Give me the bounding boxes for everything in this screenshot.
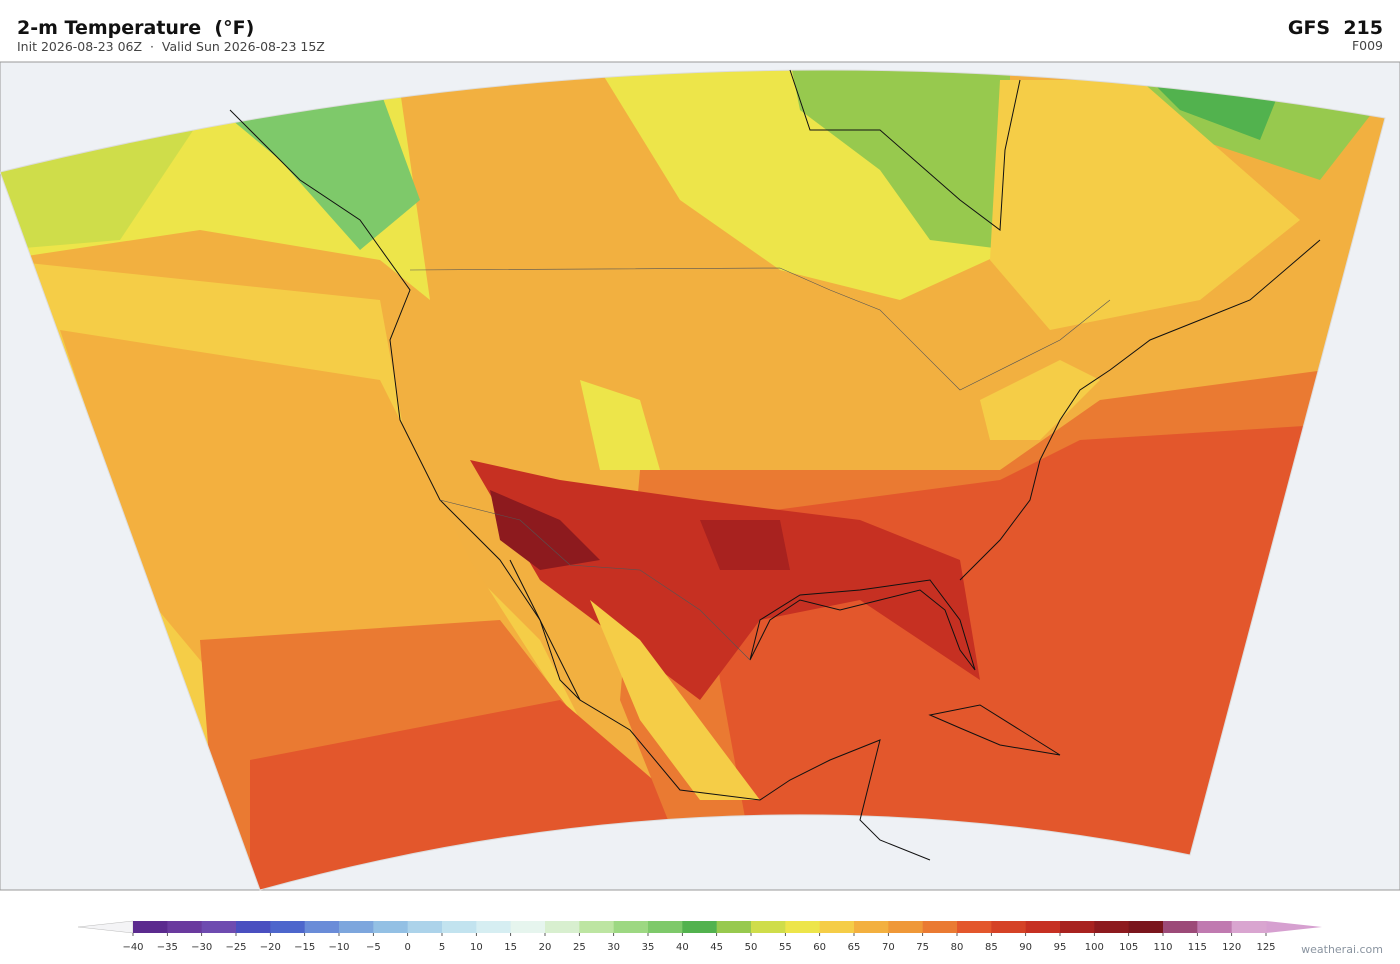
border — [409, 267, 1111, 391]
colorbar-tick-label: 20 — [539, 942, 552, 953]
coastlines — [229, 69, 1321, 861]
colorbar-segment — [373, 921, 409, 933]
colorbar-segment — [1094, 921, 1130, 933]
colorbar-tick-label: 35 — [642, 942, 655, 953]
colorbar-segment — [613, 921, 649, 933]
colorbar-tick-label: 115 — [1188, 942, 1207, 953]
field-region — [220, 90, 420, 250]
credit: weatherai.com — [1301, 943, 1383, 956]
colorbar-segment — [510, 921, 546, 933]
colorbar-segment — [716, 921, 752, 933]
colorbar-segment — [133, 921, 168, 933]
field-region — [790, 69, 1010, 250]
colorbar-tick-label: 5 — [439, 942, 445, 953]
coastline — [789, 69, 1021, 231]
colorbar-tick-label: −40 — [122, 942, 143, 953]
colorbar-tick-label: 30 — [607, 942, 620, 953]
field-region — [980, 360, 1100, 440]
colorbar-tick-label: 80 — [951, 942, 964, 953]
colorbar-tick-label: 60 — [813, 942, 826, 953]
domain-outline — [0, 69, 1386, 891]
colorbar-segment — [1128, 921, 1164, 933]
forecast-hour: F009 — [1352, 38, 1383, 53]
colorbar-tick-label: 90 — [1019, 942, 1032, 953]
colorbar-tick-label: 40 — [676, 942, 689, 953]
colorbar-tick-label: 55 — [779, 942, 792, 953]
colorbar-tick-label: 85 — [985, 942, 998, 953]
colorbar-over — [1266, 921, 1322, 933]
colorbar-under — [77, 920, 134, 934]
colorbar-tick-label: −30 — [191, 942, 212, 953]
colorbar-segment — [991, 921, 1027, 933]
field-region — [490, 490, 600, 570]
colorbar-segment — [1025, 921, 1061, 933]
coastline — [928, 704, 1061, 756]
colorbar-tick-label: 65 — [848, 942, 861, 953]
field-region — [990, 80, 1300, 330]
borders — [409, 267, 1111, 661]
colorbar-segment — [270, 921, 306, 933]
colorbar-segment — [1231, 921, 1267, 933]
colorbar-segment — [442, 921, 477, 933]
colorbar-segment — [819, 921, 855, 933]
colorbar-tick-label: 105 — [1119, 942, 1138, 953]
colorbar-tick-label: 110 — [1153, 942, 1172, 953]
colorbar-tick-label: 45 — [710, 942, 723, 953]
colorbar-tick-label: 100 — [1085, 942, 1104, 953]
colorbar-tick-label: 95 — [1054, 942, 1067, 953]
colorbar-tick-label: −25 — [225, 942, 246, 953]
model-label: GFS 215 — [1288, 17, 1383, 39]
colorbar-tick-label: 15 — [504, 942, 517, 953]
field-region — [590, 600, 760, 800]
colorbar-segment — [751, 921, 786, 933]
colorbar-segment — [339, 921, 374, 933]
field-region — [700, 520, 790, 570]
colorbar-segment — [682, 921, 718, 933]
colorbar-segment — [407, 921, 443, 933]
map — [0, 61, 1400, 891]
colorbar-tick-label: 125 — [1256, 942, 1275, 953]
colorbar-segment — [1163, 921, 1198, 933]
colorbar-tick-label: −5 — [366, 942, 381, 953]
colorbar-segment — [167, 921, 203, 933]
colorbar-tick-label: 50 — [745, 942, 758, 953]
colorbar-segment — [1197, 921, 1233, 933]
colorbar-segment — [236, 921, 271, 933]
colorbar-segment — [1060, 921, 1095, 933]
colorbar-tick-label: 70 — [882, 942, 895, 953]
colorbar-tick-label: −10 — [328, 942, 349, 953]
colorbar-segment — [785, 921, 821, 933]
title: 2-m Temperature (°F) — [17, 17, 254, 39]
field-region — [470, 460, 980, 700]
border — [439, 499, 751, 661]
colorbar-tick-label: 75 — [916, 942, 929, 953]
coastline — [509, 559, 581, 701]
subtitle: Init 2026-08-23 06Z · Valid Sun 2026-08-… — [17, 39, 325, 54]
colorbar-segment — [922, 921, 958, 933]
colorbar-segment — [201, 921, 237, 933]
field-region — [580, 380, 660, 470]
coastline — [749, 579, 976, 671]
colorbar-tick-label: 25 — [573, 942, 586, 953]
colorbar-tick-label: −35 — [157, 942, 178, 953]
colorbar-segment — [854, 921, 889, 933]
colorbar-segment — [957, 921, 992, 933]
colorbar-segment — [888, 921, 924, 933]
colorbar-segment — [545, 921, 580, 933]
coastline — [959, 239, 1321, 581]
colorbar-tick-label: 0 — [404, 942, 410, 953]
colorbar-tick-label: 120 — [1222, 942, 1241, 953]
colorbar-segment — [476, 921, 512, 933]
coastline — [229, 109, 931, 861]
colorbar-segment — [579, 921, 615, 933]
colorbar-segment — [304, 921, 340, 933]
colorbar-tick-label: 10 — [470, 942, 483, 953]
colorbar-segment — [648, 921, 683, 933]
colorbar: −40 −35 −30 −25 −20 −15 −10 −5 0 5 10 15 20 25 30 35 40 4… — [77, 920, 1322, 953]
colorbar-tick-label: −20 — [260, 942, 281, 953]
colorbar-tick-label: −15 — [294, 942, 315, 953]
